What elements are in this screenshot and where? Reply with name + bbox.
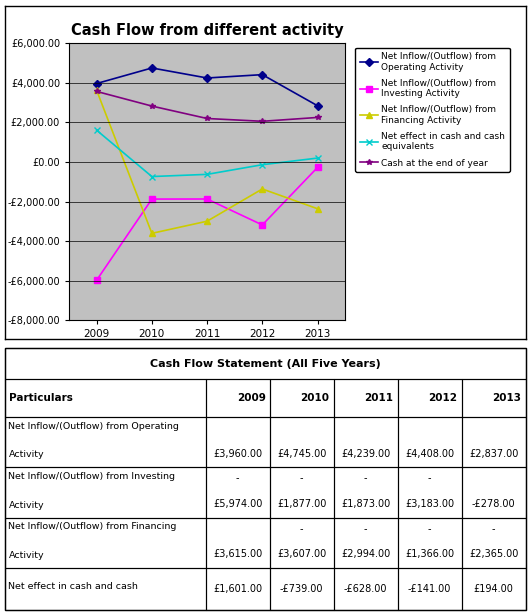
Text: -: - [300, 474, 303, 484]
Bar [5, 379, 205, 417]
Bar [333, 379, 398, 417]
Bar [270, 379, 333, 417]
Text: Cash Flow Statement (All Five Years): Cash Flow Statement (All Five Years) [150, 359, 381, 368]
Text: 2013: 2013 [493, 393, 521, 403]
Bar [270, 417, 333, 468]
Text: Net Inflow/(Outflow) from Financing: Net Inflow/(Outflow) from Financing [8, 522, 177, 531]
Bar [461, 468, 526, 517]
Bar [205, 379, 270, 417]
Title: Cash Flow from different activity: Cash Flow from different activity [71, 23, 344, 38]
Bar [5, 517, 205, 568]
Text: 2011: 2011 [364, 393, 393, 403]
Bar [205, 517, 270, 568]
Text: £1,873.00: £1,873.00 [341, 499, 390, 509]
Bar [270, 568, 333, 610]
Bar [5, 417, 205, 468]
Text: £4,745.00: £4,745.00 [277, 449, 327, 459]
Bar [205, 417, 270, 468]
Bar [461, 379, 526, 417]
Text: Net effect in cash and cash: Net effect in cash and cash [8, 582, 138, 591]
Text: £2,994.00: £2,994.00 [341, 549, 390, 559]
Text: -: - [300, 524, 303, 533]
Bar [398, 517, 461, 568]
Text: -£628.00: -£628.00 [344, 584, 388, 594]
Bar [333, 417, 398, 468]
Bar [270, 468, 333, 517]
Legend: Net Inflow/(Outflow) from
Operating Activity, Net Inflow/(Outflow) from
Investin: Net Inflow/(Outflow) from Operating Acti… [355, 47, 510, 172]
Bar [333, 468, 398, 517]
Text: -£278.00: -£278.00 [472, 499, 516, 509]
Text: -£141.00: -£141.00 [408, 584, 451, 594]
Bar [461, 568, 526, 610]
Text: £3,607.00: £3,607.00 [277, 549, 326, 559]
Text: -: - [428, 524, 431, 533]
Text: £5,974.00: £5,974.00 [213, 499, 262, 509]
Text: £1,601.00: £1,601.00 [213, 584, 262, 594]
Text: Activity: Activity [8, 551, 44, 560]
Text: £2,365.00: £2,365.00 [469, 549, 518, 559]
Bar [398, 568, 461, 610]
Text: £1,366.00: £1,366.00 [405, 549, 454, 559]
Text: £3,960.00: £3,960.00 [213, 449, 262, 459]
Bar [5, 348, 526, 379]
Text: -: - [364, 524, 367, 533]
Bar [205, 568, 270, 610]
Text: Particulars: Particulars [10, 393, 73, 403]
Bar [270, 517, 333, 568]
Bar [333, 568, 398, 610]
Text: 2010: 2010 [301, 393, 330, 403]
Text: Activity: Activity [8, 450, 44, 460]
Text: -: - [492, 524, 495, 533]
Text: -: - [236, 474, 239, 484]
Text: Net Inflow/(Outflow) from Investing: Net Inflow/(Outflow) from Investing [8, 472, 175, 481]
Bar [205, 468, 270, 517]
Text: £2,837.00: £2,837.00 [469, 449, 518, 459]
Text: £194.00: £194.00 [474, 584, 513, 594]
Bar [398, 417, 461, 468]
Bar [5, 568, 205, 610]
Text: 2012: 2012 [429, 393, 458, 403]
Text: £4,239.00: £4,239.00 [341, 449, 390, 459]
Bar [333, 517, 398, 568]
Text: -£739.00: -£739.00 [280, 584, 323, 594]
Text: £3,615.00: £3,615.00 [213, 549, 262, 559]
Bar [398, 468, 461, 517]
Text: £1,877.00: £1,877.00 [277, 499, 327, 509]
Bar [5, 468, 205, 517]
Text: 2009: 2009 [237, 393, 266, 403]
Text: £4,408.00: £4,408.00 [405, 449, 454, 459]
Text: £3,183.00: £3,183.00 [405, 499, 454, 509]
Bar [398, 379, 461, 417]
Text: Activity: Activity [8, 501, 44, 509]
Bar [461, 417, 526, 468]
Text: -: - [428, 474, 431, 484]
Text: Net Inflow/(Outflow) from Operating: Net Inflow/(Outflow) from Operating [8, 422, 179, 431]
Bar [461, 517, 526, 568]
Text: -: - [364, 474, 367, 484]
